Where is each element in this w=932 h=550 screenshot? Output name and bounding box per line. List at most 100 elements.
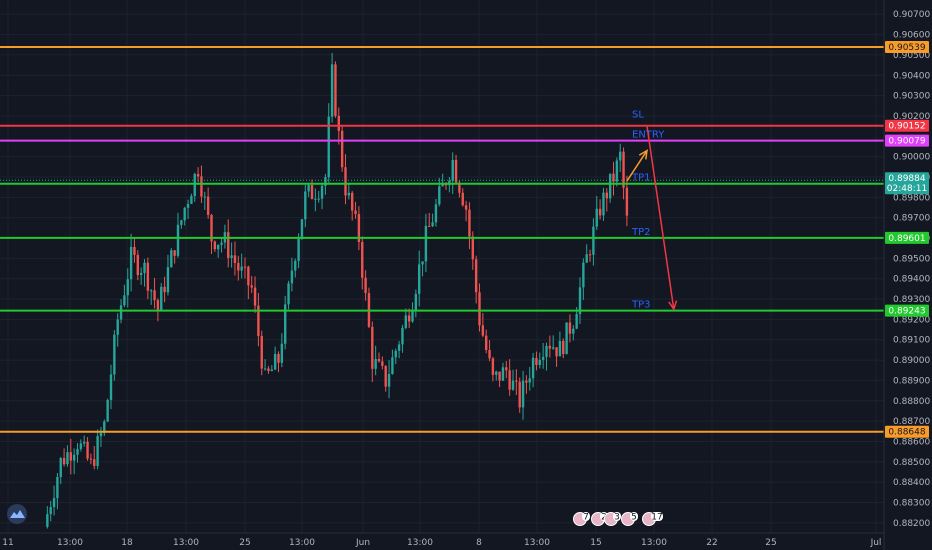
candle-body <box>297 239 300 261</box>
candle-body <box>481 325 485 336</box>
candle-body <box>116 319 119 335</box>
candle-body <box>438 186 441 205</box>
x-tick-label: 25 <box>239 538 250 548</box>
candle-body <box>585 254 588 263</box>
candle-body <box>153 290 156 301</box>
candle-body <box>421 261 424 265</box>
candle-body <box>508 370 511 390</box>
candle-body <box>136 254 139 276</box>
candle-body <box>340 130 344 168</box>
candle-body <box>598 208 602 216</box>
candle-body <box>615 160 619 182</box>
candle-body <box>371 326 374 369</box>
candle-body <box>495 371 498 375</box>
event-badges[interactable]: 7 2 3 5 17 <box>573 512 664 526</box>
candle-body <box>468 209 471 237</box>
candle-body <box>518 381 521 408</box>
price-tag <box>885 425 929 438</box>
event-badge-count: 5 <box>631 513 637 523</box>
candle-body <box>200 176 203 197</box>
level-label: TP1 <box>631 173 651 184</box>
candle-body <box>605 192 608 199</box>
candle-body <box>351 192 354 211</box>
y-tick-label: 0.88700 <box>893 417 930 427</box>
price-tag-text: 0.90152 <box>888 122 925 132</box>
price-tag-text: 0.88648 <box>888 428 925 438</box>
candle-body <box>521 380 525 408</box>
candle-body <box>253 287 257 306</box>
candle-body <box>441 183 444 187</box>
candle-body <box>501 367 505 381</box>
candle-body <box>407 315 411 322</box>
price-tag-text: 0.90539 <box>888 43 925 53</box>
candle-body <box>344 167 347 196</box>
price-tag-text: 0.89243 <box>888 307 925 317</box>
y-tick-label: 0.89800 <box>893 193 930 203</box>
candle-body <box>93 459 96 466</box>
y-tick-label: 0.89400 <box>893 275 930 285</box>
event-badge-count-bg <box>613 512 621 521</box>
candle-body <box>535 357 538 365</box>
candle-body <box>592 226 595 255</box>
candle-body <box>86 441 89 459</box>
candle-body <box>414 293 418 312</box>
candle-body <box>193 173 196 197</box>
price-tag <box>885 304 929 317</box>
y-tick-label: 0.90600 <box>893 31 930 41</box>
price-tag <box>885 40 929 53</box>
tradingview-cloud-icon[interactable] <box>7 504 27 524</box>
candle-body <box>106 399 109 422</box>
candle-body <box>330 64 334 117</box>
target-arrow[interactable] <box>646 126 675 310</box>
x-tick-label: 15 <box>590 538 601 548</box>
x-tick-label: 13:00 <box>57 538 83 548</box>
candle-body <box>250 285 253 288</box>
candle-body <box>428 225 431 227</box>
candle-body <box>488 349 491 359</box>
y-tick-label: 0.90400 <box>893 71 930 81</box>
y-tick-label: 0.89000 <box>893 356 930 366</box>
candle-body <box>511 380 515 390</box>
price-tag <box>885 134 929 147</box>
candle-body <box>625 187 629 216</box>
candle-body <box>89 458 93 460</box>
candle-body <box>572 328 575 334</box>
event-badge-count: 7 <box>583 513 589 523</box>
x-tick-label: 25 <box>765 538 776 548</box>
y-tick-label: 0.88600 <box>893 437 930 447</box>
candle-body <box>240 266 243 271</box>
entry-arrow[interactable] <box>626 150 648 182</box>
y-tick-label: 0.89200 <box>893 315 930 325</box>
candle-body <box>461 192 464 206</box>
candle-body <box>418 264 421 294</box>
candle-body <box>59 457 62 477</box>
candle-body <box>96 436 99 466</box>
level-label: TP2 <box>631 227 651 238</box>
entry-arrow-head <box>638 149 648 160</box>
x-tick-label: 13:00 <box>641 538 667 548</box>
candle-body <box>314 198 317 200</box>
candle-body <box>280 343 284 363</box>
candle-body <box>562 340 565 355</box>
candle-body <box>528 378 531 383</box>
target-arrow-head <box>668 300 678 311</box>
candle-body <box>515 380 518 382</box>
event-badge-count: 2 <box>601 513 607 523</box>
candle-body <box>119 305 123 320</box>
candle-body <box>361 242 364 278</box>
candle-body <box>217 244 220 250</box>
time-axis[interactable]: 11 13:00 18 13:00 25 13:00 Jun 13:00 8 13:00 15 13:… <box>2 538 881 548</box>
candle-body <box>273 353 277 370</box>
candle-body <box>357 214 361 243</box>
candle-body <box>324 177 327 186</box>
candle-body <box>431 222 434 227</box>
candle-body <box>56 476 59 499</box>
candle-body <box>619 151 622 161</box>
last-price-text: 0.89884 <box>888 174 925 184</box>
candle-body <box>263 368 267 370</box>
candle-body <box>186 203 190 208</box>
candle-body <box>337 115 340 131</box>
candle-body <box>163 286 166 293</box>
candle-body <box>52 498 56 508</box>
